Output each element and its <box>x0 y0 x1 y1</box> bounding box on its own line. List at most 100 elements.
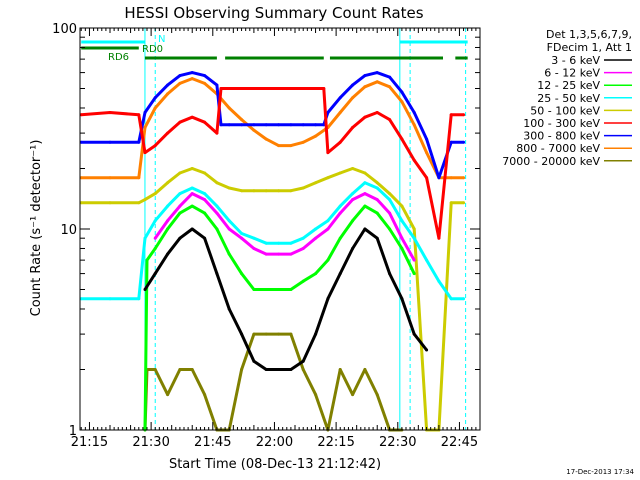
data-point-7000-20000-kev <box>363 368 367 371</box>
data-point-50-100-kev <box>412 227 416 231</box>
data-point-100-300-kev <box>462 113 466 117</box>
data-point-50-100-kev <box>388 192 392 196</box>
data-point-800-7000-kev <box>425 151 429 155</box>
y-tick-label: 10 <box>60 223 77 238</box>
data-point-300-800-kev <box>203 74 207 78</box>
data-point-800-7000-kev <box>108 176 112 180</box>
legend-label-3-6-kev: 3 - 6 keV <box>551 54 600 67</box>
data-point-300-800-kev <box>388 75 392 79</box>
data-point-3-6-kev <box>277 368 281 371</box>
data-point-6-12-kev <box>252 247 256 250</box>
legend-label-6-12-kev: 6 - 12 keV <box>544 67 600 80</box>
data-point-25-50-kev <box>166 204 170 208</box>
data-point-800-7000-kev <box>277 144 281 148</box>
data-point-3-6-kev <box>314 332 318 336</box>
data-point-3-6-kev <box>190 227 194 231</box>
data-point-25-50-kev <box>449 297 453 301</box>
data-point-3-6-kev <box>203 236 207 240</box>
data-point-3-6-kev <box>326 297 330 301</box>
data-point-25-50-kev <box>137 297 141 301</box>
data-point-800-7000-kev <box>449 176 453 180</box>
data-point-25-50-kev <box>203 192 207 196</box>
data-point-50-100-kev <box>326 176 330 180</box>
data-point-6-12-kev <box>227 227 231 231</box>
data-point-50-100-kev <box>314 181 318 185</box>
data-point-3-6-kev <box>351 247 355 250</box>
data-point-800-7000-kev <box>190 77 194 81</box>
annotation-n: N <box>158 34 165 45</box>
data-point-7000-20000-kev <box>338 368 342 371</box>
data-point-12-25-kev <box>240 272 244 276</box>
data-point-25-50-kev <box>301 236 305 240</box>
data-point-300-800-kev <box>153 96 157 100</box>
data-point-25-50-kev <box>338 204 342 208</box>
data-point-100-300-kev <box>326 151 330 155</box>
data-point-6-12-kev <box>412 258 416 262</box>
data-point-6-12-kev <box>166 219 170 223</box>
data-point-100-300-kev <box>425 176 429 180</box>
data-point-3-6-kev <box>338 272 342 276</box>
data-point-800-7000-kev <box>289 144 293 148</box>
series-line-12-25-kev <box>143 204 416 431</box>
data-point-7000-20000-kev <box>252 332 256 336</box>
data-point-7000-20000-kev <box>178 368 182 371</box>
data-point-6-12-kev <box>301 247 305 250</box>
x-axis-label: Start Time (08-Dec-13 21:12:42) <box>169 457 381 472</box>
data-point-800-7000-kev <box>143 126 147 129</box>
data-point-100-300-kev <box>289 87 293 90</box>
data-point-300-800-kev <box>400 90 404 94</box>
data-point-300-800-kev <box>437 176 441 180</box>
data-point-12-25-kev <box>400 247 404 250</box>
data-point-800-7000-kev <box>153 106 157 110</box>
series-line-100-300-kev <box>81 87 464 240</box>
data-point-12-25-kev <box>215 227 219 231</box>
data-point-800-7000-kev <box>264 137 268 141</box>
data-point-300-800-kev <box>190 71 194 75</box>
legend-label-7000-20000-kev: 7000 - 20000 keV <box>502 155 600 168</box>
data-point-50-100-kev <box>215 181 219 185</box>
data-point-3-6-kev <box>143 288 147 291</box>
data-point-25-50-kev <box>437 279 441 283</box>
data-point-25-50-kev <box>178 192 182 196</box>
data-point-25-50-kev <box>388 198 392 202</box>
data-point-300-800-kev <box>143 111 147 114</box>
data-point-100-300-kev <box>400 137 404 141</box>
data-point-100-300-kev <box>215 131 219 135</box>
data-point-800-7000-kev <box>412 123 416 127</box>
data-point-7000-20000-kev <box>351 393 355 397</box>
data-point-3-6-kev <box>301 359 305 363</box>
series-line-25-50-kev <box>81 181 464 301</box>
legend-header-line-2: FDecim 1, Att 1 <box>547 41 632 54</box>
data-point-50-100-kev <box>449 201 453 205</box>
data-point-6-12-kev <box>314 236 318 240</box>
data-point-300-800-kev <box>425 137 429 141</box>
data-point-12-25-kev <box>338 236 342 240</box>
legend-label-100-300-kev: 100 - 300 keV <box>523 117 600 130</box>
data-point-100-300-kev <box>412 158 416 162</box>
data-point-800-7000-kev <box>400 100 404 104</box>
legend-label-12-25-kev: 12 - 25 keV <box>537 79 600 92</box>
x-tick-label: 22:15 <box>317 435 354 450</box>
data-point-12-25-kev <box>375 211 379 215</box>
data-point-300-800-kev <box>338 96 342 100</box>
data-point-25-50-kev <box>227 219 231 223</box>
data-point-50-100-kev <box>338 171 342 175</box>
data-point-6-12-kev <box>363 192 367 196</box>
data-point-800-7000-kev <box>227 106 231 110</box>
data-point-100-300-kev <box>227 87 231 90</box>
data-point-25-50-kev <box>351 192 355 196</box>
data-point-3-6-kev <box>388 272 392 276</box>
x-tick-label: 21:30 <box>132 435 169 450</box>
data-point-12-25-kev <box>314 272 318 276</box>
data-point-100-300-kev <box>240 87 244 90</box>
data-point-6-12-kev <box>400 236 404 240</box>
x-tick-label: 21:45 <box>194 435 231 450</box>
data-point-100-300-kev <box>137 113 141 117</box>
data-point-800-7000-kev <box>203 81 207 85</box>
data-point-300-800-kev <box>215 83 219 87</box>
data-point-800-7000-kev <box>301 140 305 144</box>
data-point-100-300-kev <box>252 87 256 90</box>
data-point-50-100-kev <box>153 192 157 196</box>
data-point-6-12-kev <box>203 198 207 202</box>
data-point-300-800-kev <box>462 140 466 144</box>
